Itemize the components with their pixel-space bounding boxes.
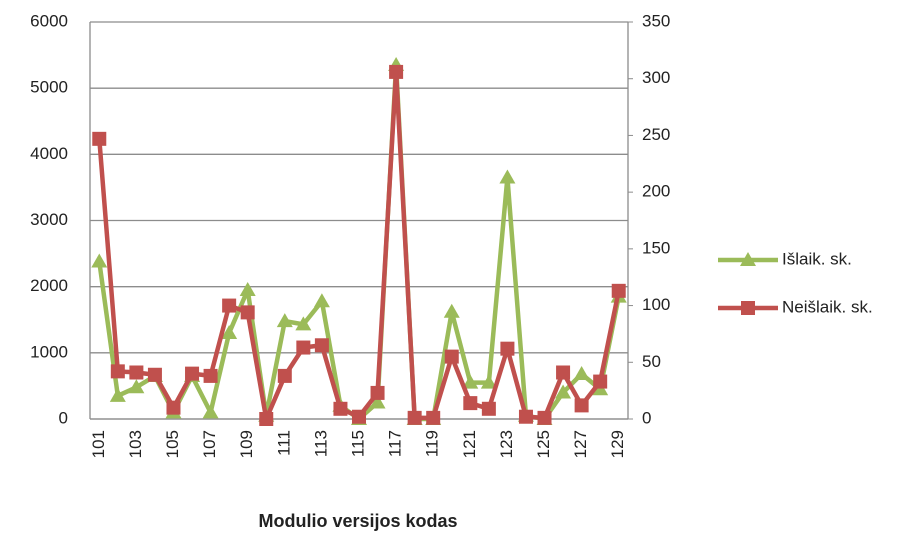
x-tick-label: 109 <box>237 430 256 458</box>
x-tick-label: 127 <box>571 430 590 458</box>
marker <box>574 398 589 413</box>
y-tick-label: 4000 <box>30 144 68 163</box>
marker <box>537 410 552 425</box>
marker <box>499 169 516 184</box>
y2-tick-label: 50 <box>642 352 661 371</box>
marker <box>518 409 533 424</box>
x-tick-label: 113 <box>311 430 330 457</box>
marker <box>313 293 330 308</box>
marker <box>295 316 312 331</box>
y-tick-label: 2000 <box>30 276 68 295</box>
marker <box>92 131 107 146</box>
y-tick-label: 5000 <box>30 78 68 97</box>
y-tick-label: 3000 <box>30 210 68 229</box>
y2-tick-label: 150 <box>642 238 670 257</box>
x-tick-label: 101 <box>89 430 108 458</box>
y2-tick-label: 100 <box>642 295 670 314</box>
x-axis-label: Modulio versijos kodas <box>258 511 457 531</box>
legend-label: Neišlaik. sk. <box>782 297 873 316</box>
marker <box>277 368 292 383</box>
x-tick-label: 103 <box>126 430 145 458</box>
marker <box>91 253 108 268</box>
marker <box>740 252 756 266</box>
legend-label: Išlaik. sk. <box>782 249 852 268</box>
marker <box>129 365 144 380</box>
x-tick-label: 123 <box>497 430 516 458</box>
marker <box>481 401 496 416</box>
marker <box>185 366 200 381</box>
y-tick-label: 6000 <box>30 11 68 30</box>
marker <box>480 374 497 389</box>
marker <box>221 324 238 339</box>
x-tick-label: 111 <box>274 430 293 456</box>
marker <box>444 349 459 364</box>
x-tick-label: 105 <box>163 430 182 458</box>
x-tick-label: 121 <box>460 430 479 458</box>
marker <box>611 283 626 298</box>
marker <box>147 367 162 382</box>
marker <box>389 64 404 79</box>
x-tick-label: 125 <box>534 430 553 458</box>
marker <box>556 365 571 380</box>
marker <box>166 400 181 415</box>
marker <box>333 401 348 416</box>
marker <box>109 387 126 402</box>
y2-tick-label: 300 <box>642 68 670 87</box>
marker <box>222 298 237 313</box>
marker <box>573 366 590 381</box>
x-tick-label: 129 <box>608 430 627 458</box>
marker <box>352 409 366 424</box>
y2-tick-label: 250 <box>642 125 670 144</box>
y-tick-label: 0 <box>59 408 68 427</box>
marker <box>407 410 422 425</box>
marker <box>443 303 460 318</box>
marker <box>555 384 572 399</box>
marker <box>369 394 386 409</box>
marker <box>462 374 479 389</box>
marker <box>276 313 293 328</box>
series-line <box>97 69 621 422</box>
x-tick-label: 107 <box>200 430 219 458</box>
series-line <box>97 62 621 422</box>
marker <box>426 410 441 425</box>
marker <box>370 385 385 400</box>
marker <box>259 412 274 426</box>
y-tick-label: 1000 <box>30 342 68 361</box>
marker <box>593 374 608 389</box>
marker <box>296 340 311 355</box>
marker <box>128 379 145 394</box>
x-tick-label: 119 <box>423 430 442 457</box>
x-tick-label: 115 <box>348 430 367 457</box>
marker <box>239 281 256 296</box>
y2-tick-label: 200 <box>642 182 670 201</box>
x-tick-label: 117 <box>386 430 405 457</box>
marker <box>500 341 515 356</box>
marker <box>240 305 255 320</box>
marker <box>203 368 218 383</box>
y2-tick-label: 0 <box>642 408 651 427</box>
y2-tick-label: 350 <box>642 11 670 30</box>
marker <box>202 404 219 419</box>
marker <box>741 301 755 315</box>
marker <box>110 364 125 379</box>
marker <box>463 396 478 411</box>
marker <box>314 338 329 353</box>
